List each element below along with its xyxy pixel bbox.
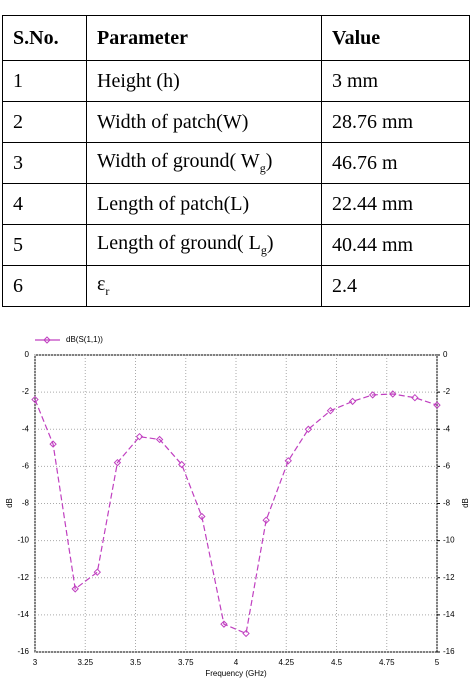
data-point — [93, 568, 102, 576]
data-point — [155, 435, 164, 444]
parameter-table: S.No. Parameter Value 1 Height (h) 3 mm 2 Width… — [2, 15, 470, 307]
x-tick-label: 3.5 — [130, 658, 142, 667]
cell-text: Length of patch(L) — [97, 192, 250, 215]
cell-text: ) — [265, 150, 273, 172]
y2-tick-label: -2 — [443, 387, 451, 396]
data-point — [389, 390, 397, 398]
data-point — [326, 406, 335, 415]
data-point — [113, 458, 122, 467]
table-row: 1 Height (h) 3 mm — [2, 60, 470, 102]
header-cell: S.No. — [2, 15, 87, 61]
y-tick-label: -8 — [22, 499, 30, 508]
data-point — [198, 512, 206, 521]
x-tick-label: 4.25 — [278, 658, 294, 667]
y-tick-label: -6 — [22, 461, 30, 470]
table-row: 6 εr 2.4 — [2, 265, 470, 307]
table-cell: 1 — [2, 60, 87, 102]
table-cell: Width of patch(W) — [86, 101, 322, 143]
table-row: 5 Length of ground( Lg) 40.44 mm — [2, 224, 470, 266]
x-tick-label: 4 — [234, 658, 239, 667]
y-tick-label: -10 — [17, 536, 29, 545]
y2-tick-label: 0 — [443, 350, 448, 359]
y2-tick-label: -16 — [443, 647, 455, 656]
table-cell: 3 mm — [321, 60, 470, 102]
cell-text: ) — [266, 232, 274, 254]
table-cell: 28.76 mm — [321, 101, 470, 143]
y-tick-label: -2 — [22, 387, 30, 396]
x-tick-label: 4.75 — [379, 658, 395, 667]
y2-axis-label: dB — [461, 498, 470, 508]
x-tick-label: 3 — [33, 658, 38, 667]
data-point — [220, 620, 228, 628]
table-cell: εr — [86, 265, 322, 307]
x-tick-label: 5 — [435, 658, 440, 667]
header-cell: Parameter — [86, 15, 322, 61]
table-cell: 22.44 mm — [321, 183, 470, 225]
y2-tick-label: -6 — [443, 461, 451, 470]
table-cell: Height (h) — [86, 60, 322, 102]
table-row: 3 Width of ground( Wg) 46.76 m — [2, 142, 470, 184]
table-row: 2 Width of patch(W) 28.76 mm — [2, 101, 470, 143]
cell-text: Length of ground( L — [97, 232, 261, 254]
cell-text: Height (h) — [97, 69, 180, 92]
y-tick-label: -12 — [17, 573, 29, 582]
y-tick-label: 0 — [25, 350, 30, 359]
table-cell: 2 — [2, 101, 87, 143]
cell-text: Width of patch(W) — [97, 110, 249, 133]
y-tick-label: -14 — [17, 610, 29, 619]
y-tick-label: -4 — [22, 424, 30, 433]
y2-tick-label: -12 — [443, 573, 455, 582]
legend-marker — [43, 336, 51, 344]
table-cell: 5 — [2, 224, 87, 266]
x-axis-label: Frequency (GHz) — [205, 669, 267, 678]
data-point — [71, 585, 79, 593]
cell-subscript: g — [259, 161, 266, 175]
table-cell: Width of ground( Wg) — [86, 142, 322, 184]
data-point — [433, 401, 441, 409]
data-point — [304, 425, 313, 433]
data-point — [135, 432, 144, 441]
table-cell: 2.4 — [321, 265, 470, 307]
data-point — [242, 629, 250, 638]
table-cell: Length of ground( Lg) — [86, 224, 322, 266]
header-row: S.No. Parameter Value — [2, 15, 470, 61]
cell-subscript: g — [260, 243, 267, 257]
y2-tick-label: -4 — [443, 424, 451, 433]
data-point — [178, 460, 186, 469]
series-line — [34, 393, 438, 635]
x-tick-label: 3.25 — [77, 658, 93, 667]
data-point — [411, 393, 419, 402]
table-cell: 4 — [2, 183, 87, 225]
data-point — [262, 516, 270, 524]
y2-tick-label: -10 — [443, 536, 455, 545]
table-cell: Length of patch(L) — [86, 183, 322, 225]
cell-text: ε — [97, 273, 106, 295]
legend-label: dB(S(1,1)) — [66, 335, 103, 344]
x-tick-label: 4.5 — [331, 658, 343, 667]
y-tick-label: -16 — [17, 647, 29, 656]
cell-text: Width of ground( W — [97, 150, 260, 172]
table-row: 4 Length of patch(L) 22.44 mm — [2, 183, 470, 225]
y2-tick-label: -14 — [443, 610, 455, 619]
y-axis-label: dB — [5, 498, 14, 508]
y2-tick-label: -8 — [443, 499, 451, 508]
cell-subscript: r — [105, 284, 110, 298]
data-point — [368, 391, 377, 399]
table-cell: 46.76 m — [321, 142, 470, 184]
data-point — [284, 457, 292, 465]
x-tick-label: 3.75 — [178, 658, 194, 667]
data-point — [348, 397, 357, 406]
data-point — [49, 440, 57, 448]
data-point — [31, 395, 39, 404]
